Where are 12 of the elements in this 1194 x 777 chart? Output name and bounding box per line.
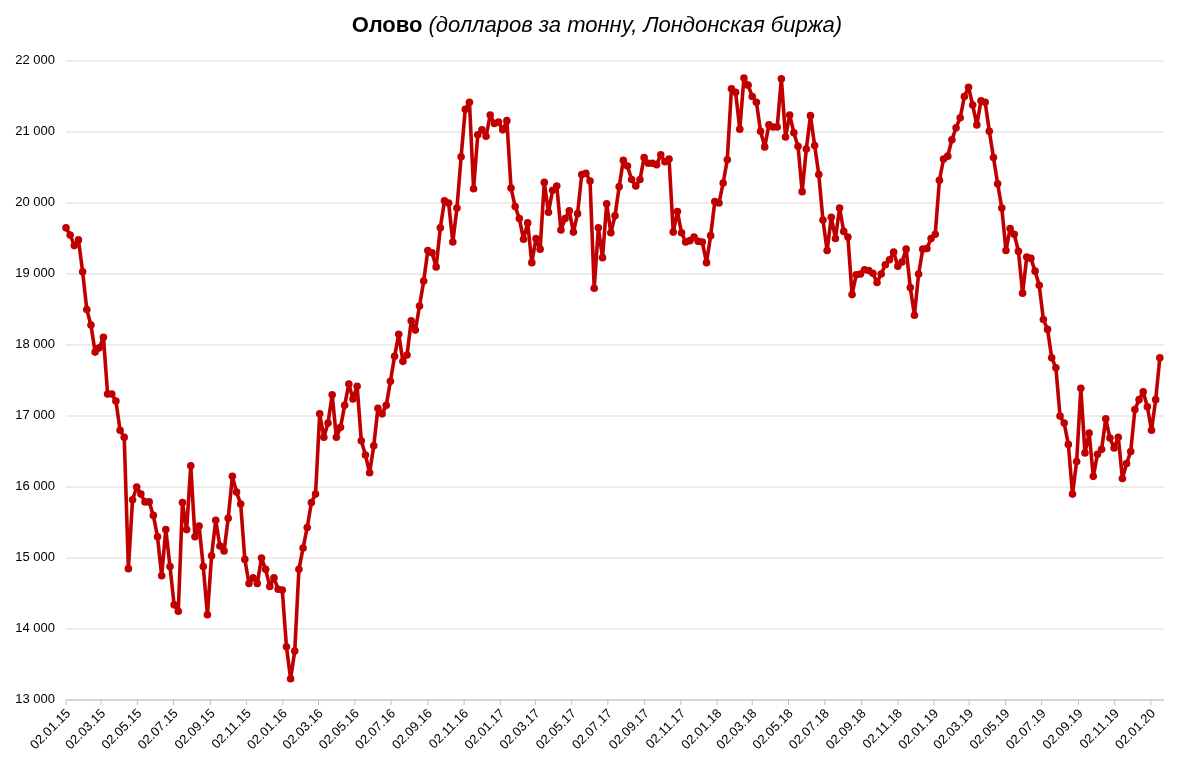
y-tick-label: 22 000 xyxy=(15,52,55,68)
y-tick-label: 20 000 xyxy=(15,194,55,210)
y-tick-label: 14 000 xyxy=(15,620,55,636)
chart-subtitle: (долларов за тонну, Лондонская биржа) xyxy=(428,12,843,37)
y-tick-label: 21 000 xyxy=(15,123,55,139)
y-tick-label: 15 000 xyxy=(15,549,55,565)
y-tick-label: 17 000 xyxy=(15,407,55,423)
y-tick-label: 16 000 xyxy=(15,478,55,494)
y-tick-label: 13 000 xyxy=(15,691,55,707)
y-tick-label: 19 000 xyxy=(15,265,55,281)
chart-title: Олово xyxy=(351,12,423,37)
y-tick-label: 18 000 xyxy=(15,336,55,352)
